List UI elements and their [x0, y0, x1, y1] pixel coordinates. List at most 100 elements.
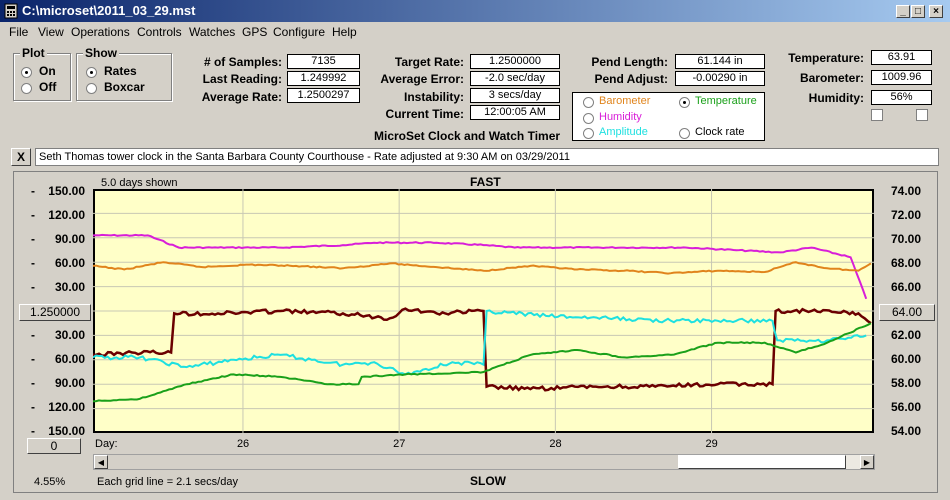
temperature-series-line: [93, 322, 872, 403]
barometer-option-label: Barometer: [599, 95, 651, 107]
close-window-button[interactable]: ×: [929, 5, 943, 18]
chart-panel: [13, 171, 938, 493]
menu-help[interactable]: Help: [332, 25, 357, 39]
checkbox-1[interactable]: [871, 109, 883, 121]
right-tick: 62.00: [891, 328, 922, 342]
note-field[interactable]: Seth Thomas tower clock in the Santa Bar…: [35, 148, 939, 166]
left-tick: 120.00: [48, 208, 85, 222]
left-tick: 150.00: [48, 424, 85, 438]
humidity-series-line: [93, 233, 868, 300]
temperature-radio[interactable]: [679, 97, 690, 108]
menu-gps[interactable]: GPS: [242, 25, 268, 39]
horizontal-scrollbar[interactable]: ◀ ▶: [93, 454, 875, 470]
plot-group: Plot On Off: [13, 46, 71, 101]
center-temperature-button[interactable]: 64.00: [879, 304, 935, 321]
right-tick: 70.00: [891, 232, 922, 246]
pend-length-field[interactable]: 61.144 in: [675, 54, 765, 69]
menu-view[interactable]: View: [38, 25, 64, 39]
average-error-label: Average Error:: [380, 72, 464, 86]
menu-controls[interactable]: Controls: [137, 25, 182, 39]
show-rates-label: Rates: [104, 64, 137, 78]
left-tick: 30.00: [54, 328, 85, 342]
days-shown-label: 5.0 days shown: [101, 177, 178, 189]
average-error-field: -2.0 sec/day: [470, 71, 560, 86]
average-rate-label: Average Rate:: [201, 90, 282, 104]
window-title: C:\microset\2011_03_29.mst: [22, 3, 196, 18]
checkbox-2[interactable]: [916, 109, 928, 121]
pend-length-label: Pend Length:: [591, 55, 668, 69]
app-icon: [4, 3, 18, 19]
offset-button[interactable]: 0: [27, 438, 81, 454]
tick-dash: -: [31, 232, 35, 246]
minimize-button[interactable]: _: [896, 5, 910, 18]
barometer-radio[interactable]: [583, 97, 594, 108]
samples-label: # of Samples:: [203, 55, 282, 69]
tick-dash: -: [31, 208, 35, 222]
plot-on-radio[interactable]: [21, 67, 32, 78]
left-tick: 120.00: [48, 400, 85, 414]
menu-file[interactable]: File: [9, 25, 29, 39]
plot-on-label: On: [39, 64, 56, 78]
clear-note-button[interactable]: X: [11, 148, 31, 166]
right-tick: 72.00: [891, 208, 922, 222]
right-tick: 56.00: [891, 400, 922, 414]
menu-watches[interactable]: Watches: [189, 25, 236, 39]
barometer-label: Barometer:: [799, 71, 864, 85]
scroll-left-arrow-icon[interactable]: ◀: [94, 455, 108, 469]
x-tick: 26: [236, 438, 250, 450]
amplitude-option-label: Amplitude: [599, 126, 648, 138]
clock-rate-radio[interactable]: [679, 128, 690, 139]
scroll-thumb[interactable]: [678, 455, 846, 469]
center-rate-button[interactable]: 1.250000: [19, 304, 91, 321]
right-tick: 68.00: [891, 256, 922, 270]
humidity-label: Humidity:: [808, 91, 864, 105]
humidity-option-label: Humidity: [599, 111, 642, 123]
show-rates-radio[interactable]: [86, 67, 97, 78]
barometer-field: 1009.96: [871, 70, 932, 85]
day-axis-label: Day:: [95, 438, 118, 450]
app-name-label: MicroSet Clock and Watch Timer: [374, 129, 561, 143]
x-tick: 29: [705, 438, 718, 450]
right-tick: 54.00: [891, 424, 922, 438]
title-bar: C:\microset\2011_03_29.mst _ □ ×: [0, 0, 950, 22]
x-tick: 28: [549, 438, 562, 450]
humidity-radio[interactable]: [583, 113, 594, 124]
right-tick: 74.00: [891, 184, 922, 198]
pend-adjust-field[interactable]: -0.00290 in: [675, 71, 765, 86]
tick-dash: -: [31, 184, 35, 198]
tick-dash: -: [31, 256, 35, 270]
target-rate-field[interactable]: 1.2500000: [470, 54, 560, 69]
show-boxcar-radio[interactable]: [86, 83, 97, 94]
menu-operations[interactable]: Operations: [71, 25, 130, 39]
average-rate-field: 1.2500297: [287, 88, 360, 103]
current-time-field: 12:00:05 AM: [470, 105, 560, 120]
left-tick: 90.00: [54, 376, 85, 390]
amplitude-radio[interactable]: [583, 128, 594, 139]
instability-field: 3 secs/day: [470, 88, 560, 103]
barometer-series-line: [93, 261, 872, 275]
menu-configure[interactable]: Configure: [273, 25, 326, 39]
percent-label: 4.55%: [34, 476, 66, 488]
plot-area: [93, 189, 874, 433]
left-tick: 90.00: [54, 232, 85, 246]
slow-label: SLOW: [470, 474, 506, 488]
left-tick: 60.00: [54, 352, 85, 366]
temperature-label: Temperature:: [788, 51, 864, 65]
right-tick: 66.00: [891, 280, 922, 294]
temperature-option-label: Temperature: [695, 95, 757, 107]
pend-adjust-label: Pend Adjust:: [594, 72, 668, 86]
clock-rate-option-label: Clock rate: [695, 126, 745, 138]
humidity-field: 56%: [871, 90, 932, 105]
samples-field: 7135: [287, 54, 360, 69]
grid-note: Each grid line = 2.1 secs/day: [97, 476, 238, 488]
right-tick: 60.00: [891, 352, 922, 366]
plot-off-radio[interactable]: [21, 83, 32, 94]
current-time-label: Current Time:: [385, 107, 464, 121]
show-group: Show Rates Boxcar: [76, 46, 172, 101]
menu-bar: File View Operations Controls Watches GP…: [0, 22, 950, 42]
maximize-button[interactable]: □: [911, 5, 925, 18]
tick-dash: -: [31, 328, 35, 342]
scroll-track[interactable]: [108, 455, 679, 469]
x-tick: 27: [393, 438, 406, 450]
scroll-right-arrow-icon[interactable]: ▶: [860, 455, 874, 469]
